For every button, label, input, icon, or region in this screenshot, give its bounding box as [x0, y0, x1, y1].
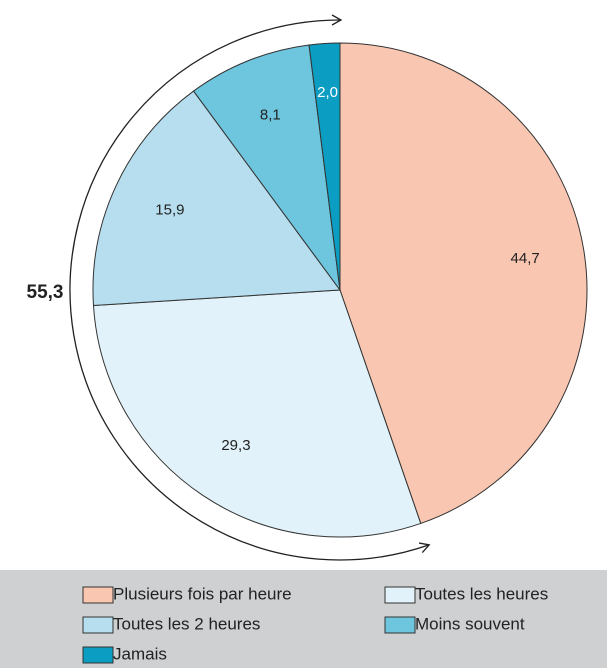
data-label: 2,0	[317, 84, 338, 101]
pie-slice	[92, 90, 341, 307]
legend-label: Toutes les heures	[415, 584, 548, 603]
legend-label: Jamais	[113, 644, 167, 663]
legend-label: Toutes les 2 heures	[113, 614, 260, 633]
data-label: 44,7	[511, 250, 540, 267]
legend-swatch	[82, 586, 114, 604]
data-label: 29,3	[221, 437, 250, 454]
annotation: 55,3	[27, 282, 64, 303]
legend-swatch	[384, 586, 416, 604]
data-label: 15,9	[155, 202, 184, 219]
legend-label: Moins souvent	[415, 614, 525, 633]
legend-swatch	[384, 616, 416, 634]
pie-slice	[192, 44, 341, 292]
legend-swatch	[82, 616, 114, 634]
legend: Plusieurs fois par heure Toutes les heure…	[82, 584, 548, 664]
data-label: 8,1	[260, 107, 281, 124]
legend-label: Plusieurs fois par heure	[113, 584, 292, 603]
legend-swatch	[82, 646, 114, 664]
bracket-arc	[69, 14, 431, 561]
